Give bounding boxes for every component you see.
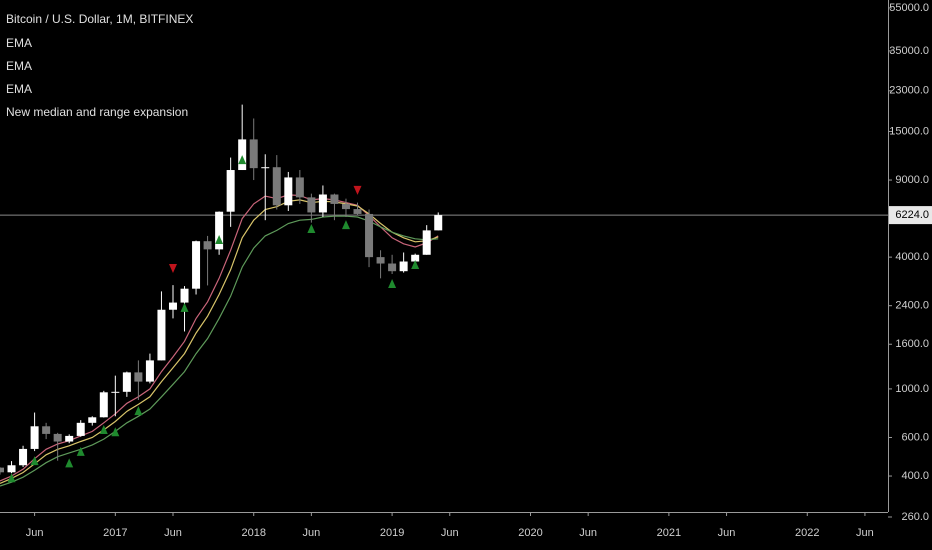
signal-marker xyxy=(353,185,362,195)
candle-body xyxy=(284,177,293,206)
candle-body xyxy=(65,435,74,442)
candle-body xyxy=(180,288,189,303)
ema-line xyxy=(0,199,439,484)
signal-marker xyxy=(168,263,177,273)
candle-body xyxy=(111,391,120,393)
signal-marker xyxy=(341,220,350,230)
y-tick-label: 600.0 xyxy=(901,431,929,443)
candle-body xyxy=(399,261,408,272)
candle-body xyxy=(122,372,131,392)
signal-marker xyxy=(111,427,120,437)
x-tick-label: Jun xyxy=(164,527,182,539)
x-tick-label: 2017 xyxy=(103,527,127,539)
x-tick-label: 2021 xyxy=(657,527,681,539)
legend-entry: EMA xyxy=(6,82,32,96)
x-tick-label: Jun xyxy=(303,527,321,539)
y-tick-label: 260.0 xyxy=(901,511,929,523)
candle-body xyxy=(365,213,374,258)
candle-body xyxy=(192,241,201,289)
candle-body xyxy=(88,417,97,423)
y-tick-label: 23000.0 xyxy=(889,85,929,97)
x-tick-label: 2019 xyxy=(380,527,404,539)
y-tick-label: 4000.0 xyxy=(895,251,929,263)
candle-body xyxy=(330,194,339,204)
candle-body xyxy=(42,426,51,434)
candle-body xyxy=(376,257,385,264)
y-tick-label: 400.0 xyxy=(901,470,929,482)
x-tick-label: 2022 xyxy=(795,527,819,539)
candle-body xyxy=(30,426,39,449)
candle-body xyxy=(249,139,258,169)
candle-body xyxy=(434,215,443,231)
signal-marker xyxy=(411,260,420,270)
signal-marker xyxy=(180,302,189,312)
signal-marker xyxy=(134,406,143,416)
candle-body xyxy=(238,139,247,171)
y-tick-label: 2400.0 xyxy=(895,300,929,312)
x-tick-label: Jun xyxy=(579,527,597,539)
y-tick-label: 9000.0 xyxy=(895,174,929,186)
candle-body xyxy=(215,211,224,250)
legend-entry: EMA xyxy=(6,59,32,73)
candle-body xyxy=(7,465,16,473)
last-price-label: 6224.0 xyxy=(895,209,929,221)
y-tick-label: 35000.0 xyxy=(889,45,929,57)
x-tick-label: 2020 xyxy=(518,527,542,539)
legend: Bitcoin / U.S. Dollar, 1M, BITFINEX EMA E… xyxy=(6,12,193,119)
x-axis-mask xyxy=(0,513,888,550)
candle-body xyxy=(261,167,270,169)
candle-body xyxy=(307,197,316,213)
signal-marker xyxy=(388,279,397,289)
candle-body xyxy=(76,422,85,436)
candle-body xyxy=(145,360,154,382)
candle-body xyxy=(295,177,304,198)
candle-body xyxy=(226,170,235,212)
signal-marker xyxy=(76,446,85,456)
y-tick-label: 1600.0 xyxy=(895,338,929,350)
candle-body xyxy=(411,254,420,262)
candle-body xyxy=(157,309,166,361)
signal-marker xyxy=(30,456,39,466)
signal-marker xyxy=(65,458,74,468)
candle-body xyxy=(272,167,281,206)
signal-marker xyxy=(99,425,108,435)
x-tick-label: Jun xyxy=(441,527,459,539)
signal-marker xyxy=(215,234,224,244)
signal-marker xyxy=(7,473,16,483)
x-tick-label: Jun xyxy=(856,527,874,539)
candle-body xyxy=(341,203,350,210)
legend-entry: EMA xyxy=(6,36,32,50)
y-tick-label: 15000.0 xyxy=(889,125,929,137)
candle-body xyxy=(353,209,362,214)
x-tick-label: 2018 xyxy=(241,527,265,539)
candle-body xyxy=(422,230,431,255)
signal-marker xyxy=(238,155,247,165)
y-axis-area xyxy=(888,0,932,550)
y-tick-label: 1000.0 xyxy=(895,383,929,395)
candle-body xyxy=(53,433,62,442)
legend-study: New median and range expansion xyxy=(6,105,188,119)
candle-body xyxy=(134,372,143,382)
y-tick-label: 55000.0 xyxy=(889,2,929,14)
candle-body xyxy=(168,302,177,310)
candle-body xyxy=(99,392,108,418)
candle-body xyxy=(19,448,28,466)
candle-body xyxy=(203,241,212,250)
plot-area xyxy=(0,104,888,487)
x-tick-label: Jun xyxy=(718,527,736,539)
x-tick-label: Jun xyxy=(26,527,44,539)
last-price-box xyxy=(889,206,932,225)
candle-body xyxy=(0,467,4,473)
candle-body xyxy=(388,263,397,272)
candle-body xyxy=(318,194,327,213)
chart-title: Bitcoin / U.S. Dollar, 1M, BITFINEX xyxy=(6,12,193,26)
signal-marker xyxy=(307,223,316,233)
